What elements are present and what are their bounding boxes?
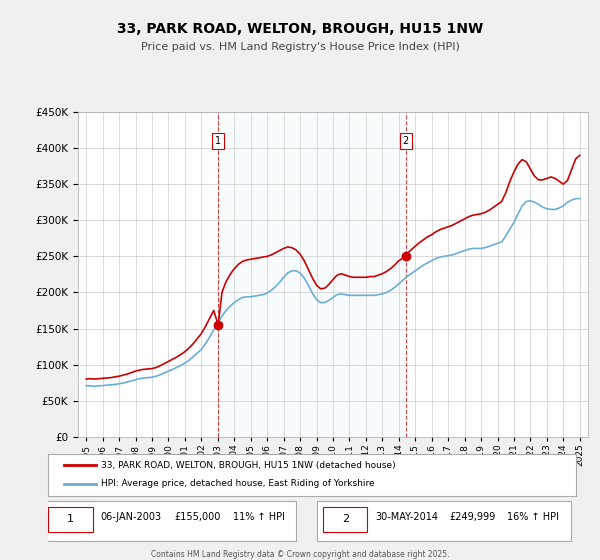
Text: 06-JAN-2003: 06-JAN-2003: [101, 512, 162, 522]
Text: 1: 1: [215, 136, 221, 146]
FancyBboxPatch shape: [48, 507, 93, 533]
Bar: [218, 112, 406, 437]
Text: 2: 2: [342, 514, 349, 524]
Text: £249,999: £249,999: [449, 512, 496, 522]
Text: 33, PARK ROAD, WELTON, BROUGH, HU15 1NW: 33, PARK ROAD, WELTON, BROUGH, HU15 1NW: [117, 22, 483, 36]
FancyBboxPatch shape: [323, 507, 367, 533]
Text: 30-MAY-2014: 30-MAY-2014: [376, 512, 439, 522]
Text: Contains HM Land Registry data © Crown copyright and database right 2025.
This d: Contains HM Land Registry data © Crown c…: [151, 550, 449, 560]
FancyBboxPatch shape: [317, 501, 571, 542]
Text: 2: 2: [403, 136, 409, 146]
FancyBboxPatch shape: [43, 501, 296, 542]
Text: 33, PARK ROAD, WELTON, BROUGH, HU15 1NW (detached house): 33, PARK ROAD, WELTON, BROUGH, HU15 1NW …: [101, 461, 395, 470]
Text: Price paid vs. HM Land Registry's House Price Index (HPI): Price paid vs. HM Land Registry's House …: [140, 42, 460, 52]
Text: 16% ↑ HPI: 16% ↑ HPI: [508, 512, 559, 522]
Text: 11% ↑ HPI: 11% ↑ HPI: [233, 512, 285, 522]
Text: 1: 1: [67, 514, 74, 524]
Text: £155,000: £155,000: [175, 512, 221, 522]
Text: HPI: Average price, detached house, East Riding of Yorkshire: HPI: Average price, detached house, East…: [101, 479, 374, 488]
